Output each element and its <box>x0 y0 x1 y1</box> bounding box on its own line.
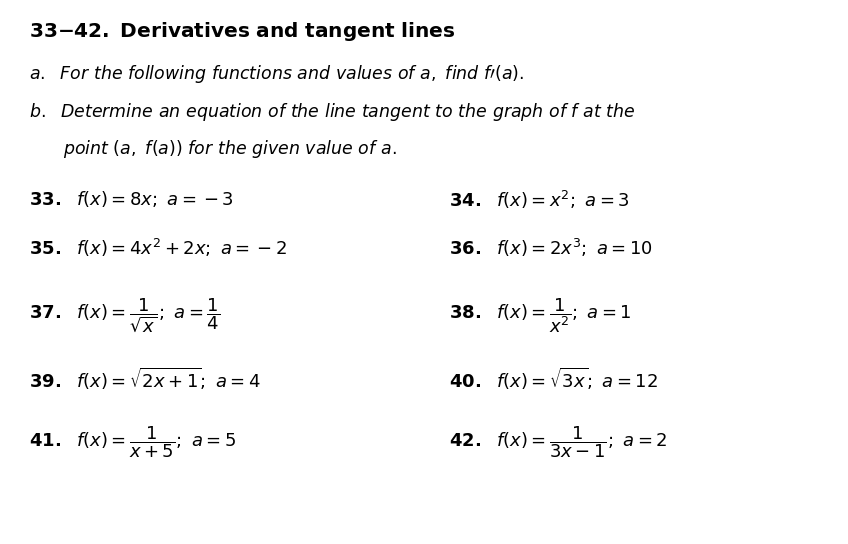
Text: $\mathbf{41.}\ \ f(x) = \dfrac{1}{x+5};\ a = 5$: $\mathbf{41.}\ \ f(x) = \dfrac{1}{x+5};\… <box>30 425 237 460</box>
Text: $\mathbf{36.}\ \ f(x) = 2x^3;\ a = 10$: $\mathbf{36.}\ \ f(x) = 2x^3;\ a = 10$ <box>449 237 653 259</box>
Text: $\mathbf{37.}\ \ f(x) = \dfrac{1}{\sqrt{x}};\ a = \dfrac{1}{4}$: $\mathbf{37.}\ \ f(x) = \dfrac{1}{\sqrt{… <box>30 296 220 334</box>
Text: $\bf{33{-}42.\ Derivatives\ and\ tangent\ lines}$: $\bf{33{-}42.\ Derivatives\ and\ tangent… <box>30 20 455 43</box>
Text: $\mathbf{40.}\ \ f(x) = \sqrt{3x};\ a = 12$: $\mathbf{40.}\ \ f(x) = \sqrt{3x};\ a = … <box>449 366 658 392</box>
Text: $\mathit{a.\ \ For\ the\ following\ functions\ and\ values\ of}\ \mathit{a}\math: $\mathit{a.\ \ For\ the\ following\ func… <box>30 63 525 85</box>
Text: $\mathbf{35.}\ \ f(x) = 4x^2 + 2x;\ a = -2$: $\mathbf{35.}\ \ f(x) = 4x^2 + 2x;\ a = … <box>30 237 287 259</box>
Text: $\mathbf{33.}\ \ f(x) = 8x;\ a = -3$: $\mathbf{33.}\ \ f(x) = 8x;\ a = -3$ <box>30 189 234 209</box>
Text: $\mathbf{39.}\ \ f(x) = \sqrt{2x+1};\ a = 4$: $\mathbf{39.}\ \ f(x) = \sqrt{2x+1};\ a … <box>30 366 261 392</box>
Text: $\mathbf{34.}\ \ f(x) = x^2;\ a = 3$: $\mathbf{34.}\ \ f(x) = x^2;\ a = 3$ <box>449 189 630 211</box>
Text: $\mathit{point\ (a,\ f(a))\ for\ the\ given\ value\ of}\ \mathit{a.}$: $\mathit{point\ (a,\ f(a))\ for\ the\ gi… <box>63 138 397 160</box>
Text: $\mathit{b.\ \ Determine\ an\ equation\ of\ the\ line\ tangent\ to\ the\ graph\ : $\mathit{b.\ \ Determine\ an\ equation\ … <box>30 101 636 122</box>
Text: $\mathbf{38.}\ \ f(x) = \dfrac{1}{x^2};\ a = 1$: $\mathbf{38.}\ \ f(x) = \dfrac{1}{x^2};\… <box>449 296 632 335</box>
Text: $\mathbf{42.}\ \ f(x) = \dfrac{1}{3x-1};\ a = 2$: $\mathbf{42.}\ \ f(x) = \dfrac{1}{3x-1};… <box>449 425 667 460</box>
